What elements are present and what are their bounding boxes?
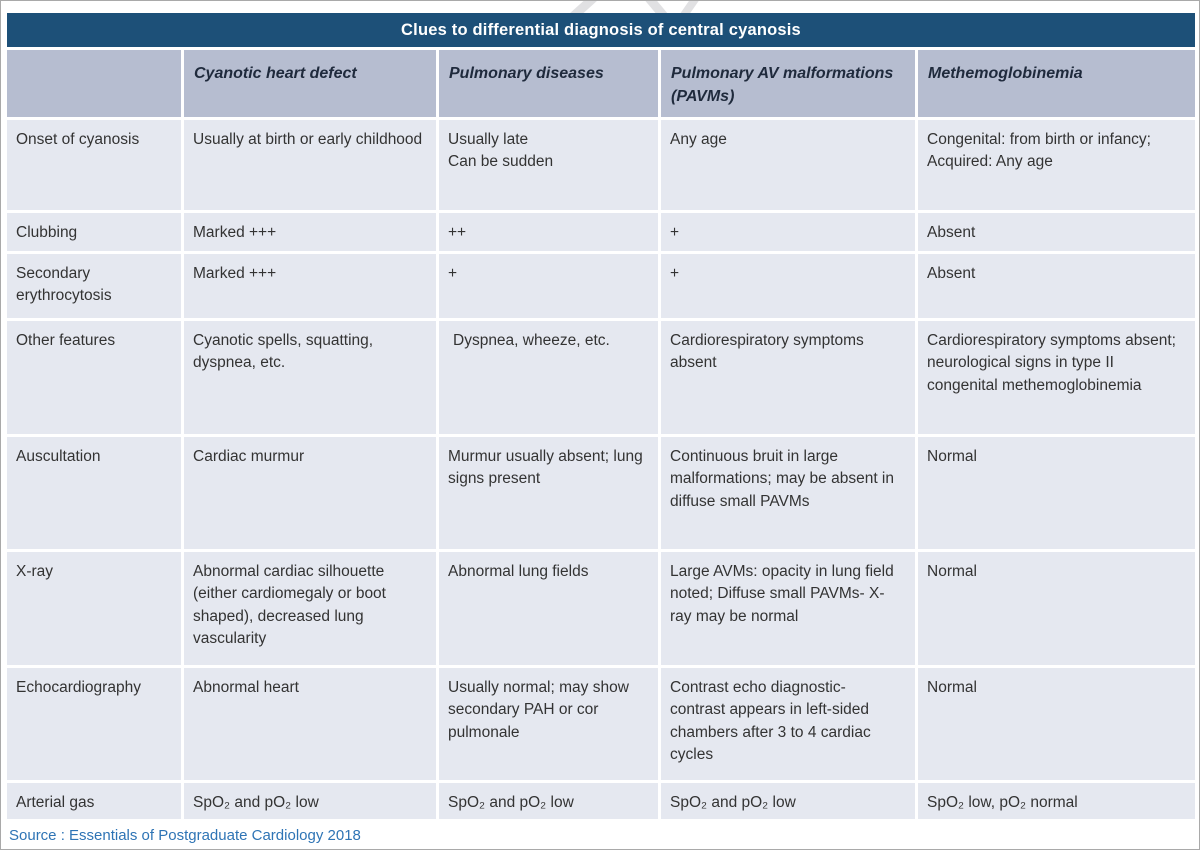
data-cell: ++ <box>439 210 661 251</box>
table-row: X-ray Abnormal cardiac silhouette (eithe… <box>7 549 1195 665</box>
column-header-methemoglobinemia: Methemoglobinemia <box>918 47 1195 117</box>
data-cell: Continuous bruit in large malformations;… <box>661 434 918 549</box>
table-title-bar: Clues to differential diagnosis of centr… <box>7 13 1195 47</box>
row-label: X-ray <box>7 549 184 665</box>
table-row: Auscultation Cardiac murmur Murmur usual… <box>7 434 1195 549</box>
data-cell: Murmur usually absent; lung signs presen… <box>439 434 661 549</box>
data-cell: SpO₂ and pO₂ low <box>661 780 918 819</box>
column-header-row: Cyanotic heart defect Pulmonary diseases… <box>7 47 1195 117</box>
source-note: Source : Essentials of Postgraduate Card… <box>9 827 361 844</box>
data-cell: Normal <box>918 549 1195 665</box>
row-label: Auscultation <box>7 434 184 549</box>
data-cell: Abnormal lung fields <box>439 549 661 665</box>
table-row: Echocardiography Abnormal heart Usually … <box>7 665 1195 780</box>
data-cell: + <box>661 251 918 318</box>
data-cell: Contrast echo diagnostic- contrast appea… <box>661 665 918 780</box>
data-cell: SpO₂ and pO₂ low <box>184 780 439 819</box>
column-header-pulmonary-diseases: Pulmonary diseases <box>439 47 661 117</box>
data-cell: Cardiorespiratory symptoms absent <box>661 318 918 434</box>
data-cell: SpO₂ low, pO₂ normal <box>918 780 1195 819</box>
data-cell: Any age <box>661 117 918 210</box>
data-cell: Marked +++ <box>184 210 439 251</box>
data-cell: SpO₂ and pO₂ low <box>439 780 661 819</box>
row-label: Arterial gas <box>7 780 184 819</box>
differential-diagnosis-table: Cyanotic heart defect Pulmonary diseases… <box>7 47 1195 819</box>
data-cell: Congenital: from birth or infancy; Acqui… <box>918 117 1195 210</box>
data-cell: Cyanotic spells, squatting, dyspnea, etc… <box>184 318 439 434</box>
data-cell: Cardiorespiratory symptoms absent; neuro… <box>918 318 1195 434</box>
column-header-pavms: Pulmonary AV malformations (PAVMs) <box>661 47 918 117</box>
row-label: Clubbing <box>7 210 184 251</box>
column-header-empty <box>7 47 184 117</box>
row-label: Secondary erythrocytosis <box>7 251 184 318</box>
table-row: Secondary erythrocytosis Marked +++ + + … <box>7 251 1195 318</box>
data-cell: Usually normal; may show secondary PAH o… <box>439 665 661 780</box>
table-row: Arterial gas SpO₂ and pO₂ low SpO₂ and p… <box>7 780 1195 819</box>
column-header-cyanotic-heart-defect: Cyanotic heart defect <box>184 47 439 117</box>
table-row: Onset of cyanosis Usually at birth or ea… <box>7 117 1195 210</box>
data-cell: + <box>439 251 661 318</box>
data-cell: Normal <box>918 665 1195 780</box>
data-cell: Dyspnea, wheeze, etc. <box>439 318 661 434</box>
data-cell: Marked +++ <box>184 251 439 318</box>
data-cell: Normal <box>918 434 1195 549</box>
data-cell: Large AVMs: opacity in lung field noted;… <box>661 549 918 665</box>
data-cell: + <box>661 210 918 251</box>
row-label: Onset of cyanosis <box>7 117 184 210</box>
data-cell: Cardiac murmur <box>184 434 439 549</box>
data-cell: Usually at birth or early childhood <box>184 117 439 210</box>
table-row: Other features Cyanotic spells, squattin… <box>7 318 1195 434</box>
table-title: Clues to differential diagnosis of centr… <box>401 20 801 39</box>
row-label: Other features <box>7 318 184 434</box>
data-cell: Absent <box>918 210 1195 251</box>
row-label: Echocardiography <box>7 665 184 780</box>
table-row: Clubbing Marked +++ ++ + Absent <box>7 210 1195 251</box>
data-cell: Absent <box>918 251 1195 318</box>
data-cell: Abnormal cardiac silhouette (either card… <box>184 549 439 665</box>
data-cell: Abnormal heart <box>184 665 439 780</box>
data-cell: Usually late Can be sudden <box>439 117 661 210</box>
